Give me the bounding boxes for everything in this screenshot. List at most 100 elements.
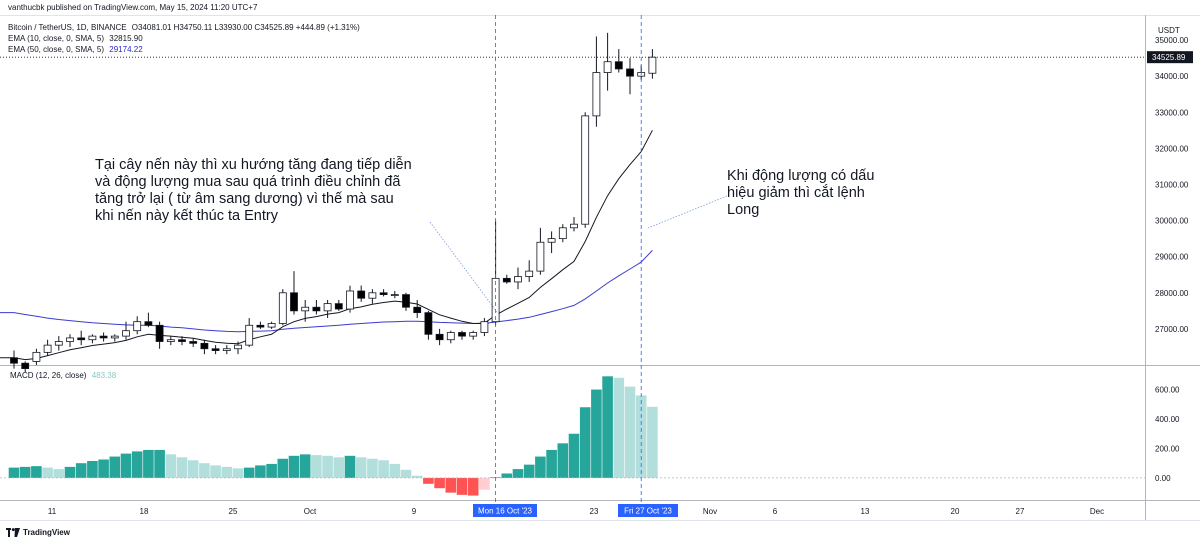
time-tick-label: 23	[590, 507, 599, 516]
macd-bar	[311, 455, 322, 478]
candle-up	[558, 227, 567, 240]
candle-up	[346, 290, 354, 310]
candle-down	[626, 68, 634, 77]
candle-layer	[10, 32, 657, 373]
candle-down	[435, 333, 444, 341]
candle-up	[133, 321, 142, 332]
candle-up	[536, 241, 545, 272]
candle-down	[502, 277, 511, 283]
macd-bar	[602, 376, 613, 478]
candle-up	[648, 56, 657, 74]
time-tick-label: 20	[951, 507, 960, 516]
macd-bar	[176, 457, 188, 478]
macd-tick-label: 0.00	[1155, 474, 1171, 483]
macd-bar	[512, 469, 524, 478]
macd-bar	[109, 456, 121, 478]
macd-bar	[232, 468, 244, 478]
macd-bar	[255, 465, 266, 478]
time-tag	[618, 504, 678, 517]
tradingview-logo-icon	[6, 528, 20, 537]
entry-note-line: tăng trở lại ( từ âm sang dương) vì thế …	[95, 191, 394, 207]
macd-histogram-layer	[8, 376, 658, 496]
candle-down	[458, 332, 466, 337]
candle-up	[43, 344, 52, 353]
candle-up	[245, 324, 254, 346]
time-tick-label: Oct	[304, 507, 317, 516]
exit-note: Khi động lượng có dấu hiệu giảm thì cắt …	[727, 168, 927, 219]
entry-pointer-line	[429, 221, 501, 317]
macd-bar	[367, 458, 378, 478]
macd-bar	[411, 475, 423, 478]
entry-note-line: khi nến này kết thúc ta Entry	[95, 208, 278, 224]
ema50-line	[0, 250, 653, 333]
candle-up	[469, 332, 478, 337]
candle-up	[110, 335, 119, 339]
candle-down	[144, 321, 153, 326]
grid-layer	[0, 15, 1200, 521]
candle-up	[390, 294, 399, 296]
macd-bar	[165, 454, 177, 478]
macd-tick-label: 200.00	[1155, 444, 1180, 453]
candle-up	[234, 344, 242, 350]
time-tick-label: 25	[229, 507, 238, 516]
macd-bar	[546, 449, 557, 478]
macd-bar	[557, 443, 569, 478]
candle-up	[446, 332, 455, 341]
macd-bar	[344, 455, 356, 478]
time-tag-label: Mon 16 Oct '23	[478, 507, 533, 516]
exit-note-line: Long	[727, 202, 760, 218]
ema50-label: EMA (50, close, 0, SMA, 5)	[8, 45, 105, 54]
candle-up	[166, 339, 175, 342]
candle-up	[547, 238, 556, 243]
publish-info: vanthucbk published on TradingView.com, …	[8, 3, 258, 12]
candle-up	[525, 270, 534, 277]
price-tick-label: 27000.00	[1155, 325, 1189, 334]
candle-up	[514, 276, 522, 283]
price-tick-label: 30000.00	[1155, 217, 1189, 226]
candle-down	[379, 292, 388, 295]
candle-down	[614, 61, 623, 70]
macd-legend: MACD (12, 26, close) 483.38	[10, 371, 116, 380]
candle-up	[88, 335, 97, 341]
overlay-layer	[0, 15, 1145, 512]
macd-bar	[53, 469, 65, 478]
time-tick-label: Nov	[703, 507, 717, 516]
candle-up	[368, 292, 377, 299]
macd-bar	[98, 459, 109, 478]
footer-brand: TradingView	[6, 528, 70, 537]
exit-note-line: Khi động lượng có dấu	[727, 168, 875, 184]
macd-bar	[467, 477, 479, 496]
macd-bar	[19, 466, 31, 478]
candle-down	[21, 362, 30, 370]
candle-up	[54, 341, 63, 346]
macd-bar	[479, 477, 490, 490]
candle-down	[77, 337, 86, 341]
candle-up	[66, 337, 74, 342]
price-tick-label: 28000.00	[1155, 289, 1189, 298]
macd-value: 483.38	[91, 371, 117, 380]
ema10-label: EMA (10, close, 0, SMA, 5)	[8, 34, 105, 43]
macd-bar	[523, 464, 535, 478]
macd-bar	[591, 389, 602, 478]
candle-down	[178, 339, 186, 342]
ema10-legend: EMA (10, close, 0, SMA, 5) 32815.90	[8, 34, 143, 43]
time-tick-label: 11	[48, 507, 57, 516]
candle-up	[32, 351, 41, 362]
macd-bar	[400, 469, 412, 478]
macd-bar	[579, 407, 591, 478]
time-tag-label: Fri 27 Oct '23	[624, 507, 672, 516]
price-tag-label: 34525.89	[1152, 53, 1186, 62]
symbol-title: Bitcoin / TetherUS, 1D, BINANCE	[8, 23, 127, 32]
entry-note-line: và động lượng mua sau quá trình điều chỉ…	[95, 174, 401, 190]
currency-label: USDT	[1158, 26, 1180, 35]
price-tick-label: 35000.00	[1155, 36, 1189, 45]
price-tick-label: 32000.00	[1155, 144, 1189, 153]
candle-down	[424, 312, 433, 335]
time-tag	[473, 504, 537, 517]
candle-up	[301, 306, 310, 312]
macd-bar	[535, 456, 546, 478]
candle-down	[256, 324, 265, 328]
macd-label: MACD (12, 26, close)	[10, 371, 87, 380]
candle-down	[290, 292, 298, 312]
